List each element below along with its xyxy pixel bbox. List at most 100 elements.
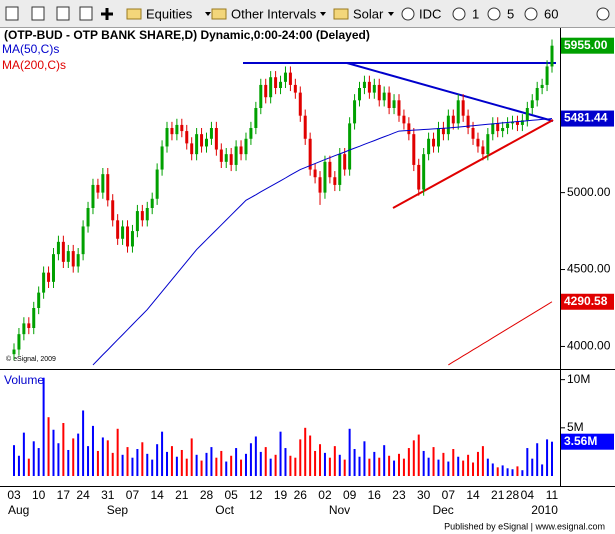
volume-bar: [279, 431, 282, 476]
candle-body: [116, 220, 120, 239]
candle-body: [308, 138, 312, 170]
icon[interactable]: [452, 7, 466, 21]
x-tick-label: 07: [126, 488, 140, 502]
volume-bar: [42, 377, 45, 476]
volume-bar: [121, 454, 124, 476]
icon[interactable]: [596, 7, 610, 21]
icon[interactable]: [5, 6, 19, 21]
volume-bar: [289, 455, 292, 476]
x-tick-label: 14: [466, 488, 480, 502]
volume-bar: [467, 454, 470, 476]
x-tick-label: 24: [76, 488, 90, 502]
candle-body: [515, 121, 519, 125]
x-tick-label: 19: [274, 488, 288, 502]
toolbar-item[interactable]: 60: [544, 6, 558, 21]
volume-bar: [323, 452, 326, 476]
candle-body: [323, 161, 327, 193]
volume-bar: [57, 443, 60, 476]
volume-bar: [220, 450, 223, 476]
x-tick-label: 17: [57, 488, 71, 502]
candle-body: [461, 100, 465, 116]
volume-bar: [151, 459, 154, 476]
volume-bar: [309, 435, 312, 476]
last-price-label: 5955.00: [564, 38, 608, 52]
volume-bar: [259, 451, 262, 476]
candle-body: [130, 231, 134, 247]
candle-body: [353, 100, 357, 124]
candle-body: [407, 123, 411, 135]
volume-bar: [462, 460, 465, 476]
candle-body: [27, 323, 31, 328]
volume-bar: [368, 458, 371, 476]
y-tick-label: 5M: [567, 420, 584, 434]
volume-bar: [417, 434, 420, 476]
volume-bar: [22, 432, 25, 476]
volume-bar: [215, 457, 218, 476]
icon[interactable]: [31, 6, 45, 21]
candle-body: [12, 349, 16, 355]
candle-body: [249, 128, 253, 139]
volume-bar: [333, 446, 336, 476]
folder-icon[interactable]: [211, 8, 227, 20]
candle-body: [446, 115, 450, 135]
volume-bar: [427, 457, 430, 476]
candle-body: [229, 154, 233, 165]
candle-body: [333, 177, 337, 185]
volume-bar: [249, 443, 252, 476]
toolbar-item[interactable]: Other Intervals: [231, 6, 317, 21]
volume-bar: [62, 423, 65, 476]
candle-body: [387, 92, 391, 108]
icon[interactable]: [487, 7, 501, 21]
volume-bar: [319, 444, 322, 476]
x-group-label: Oct: [215, 503, 234, 517]
candle-body: [135, 211, 139, 232]
toolbar-item[interactable]: Equities: [146, 6, 193, 21]
last-volume-label-box: [561, 433, 614, 450]
volume-bar: [383, 445, 386, 476]
icon[interactable]: [524, 7, 538, 21]
volume-bar: [116, 428, 119, 476]
candle-body: [17, 334, 21, 350]
candle-body: [372, 84, 376, 93]
volume-bar: [536, 443, 539, 476]
candle-body: [224, 154, 228, 162]
icon[interactable]: [101, 8, 113, 20]
x-tick-label: 04: [521, 488, 535, 502]
candle-body: [86, 208, 90, 227]
x-tick-label: 28: [506, 488, 520, 502]
candle-body: [397, 100, 401, 116]
x-tick-label: 26: [294, 488, 308, 502]
toolbar-item[interactable]: IDC: [419, 6, 441, 21]
icon[interactable]: [401, 7, 415, 21]
candle-body: [190, 143, 194, 155]
volume-bar: [486, 458, 489, 476]
toolbar-item[interactable]: 1: [472, 6, 479, 21]
x-tick-label: 30: [417, 488, 431, 502]
toolbar-item[interactable]: 5: [507, 6, 514, 21]
volume-bar: [126, 447, 129, 476]
candle-body: [259, 84, 263, 108]
candle-body: [441, 128, 445, 135]
volume-bar: [437, 459, 440, 476]
candle-body: [219, 149, 223, 162]
folder-icon[interactable]: [333, 8, 349, 20]
icon[interactable]: [79, 6, 93, 21]
candle-body: [422, 154, 426, 190]
candle-body: [476, 138, 480, 147]
volume-bar: [422, 450, 425, 476]
last-price-label-box: [561, 37, 614, 54]
toolbar-icons[interactable]: [5, 6, 610, 21]
icon[interactable]: [56, 6, 70, 21]
candle-body: [209, 128, 213, 139]
toolbar-item[interactable]: Solar: [353, 6, 384, 21]
volume-bar: [27, 458, 30, 476]
candle-body: [37, 292, 41, 308]
volume-bar: [531, 458, 534, 476]
x-tick-label: 11: [546, 488, 559, 502]
volume-bar: [496, 467, 499, 476]
volume-bar: [314, 450, 317, 476]
candle-body: [486, 134, 490, 155]
folder-icon[interactable]: [126, 8, 142, 20]
volume-bar: [106, 440, 109, 476]
candle-body: [32, 308, 36, 328]
